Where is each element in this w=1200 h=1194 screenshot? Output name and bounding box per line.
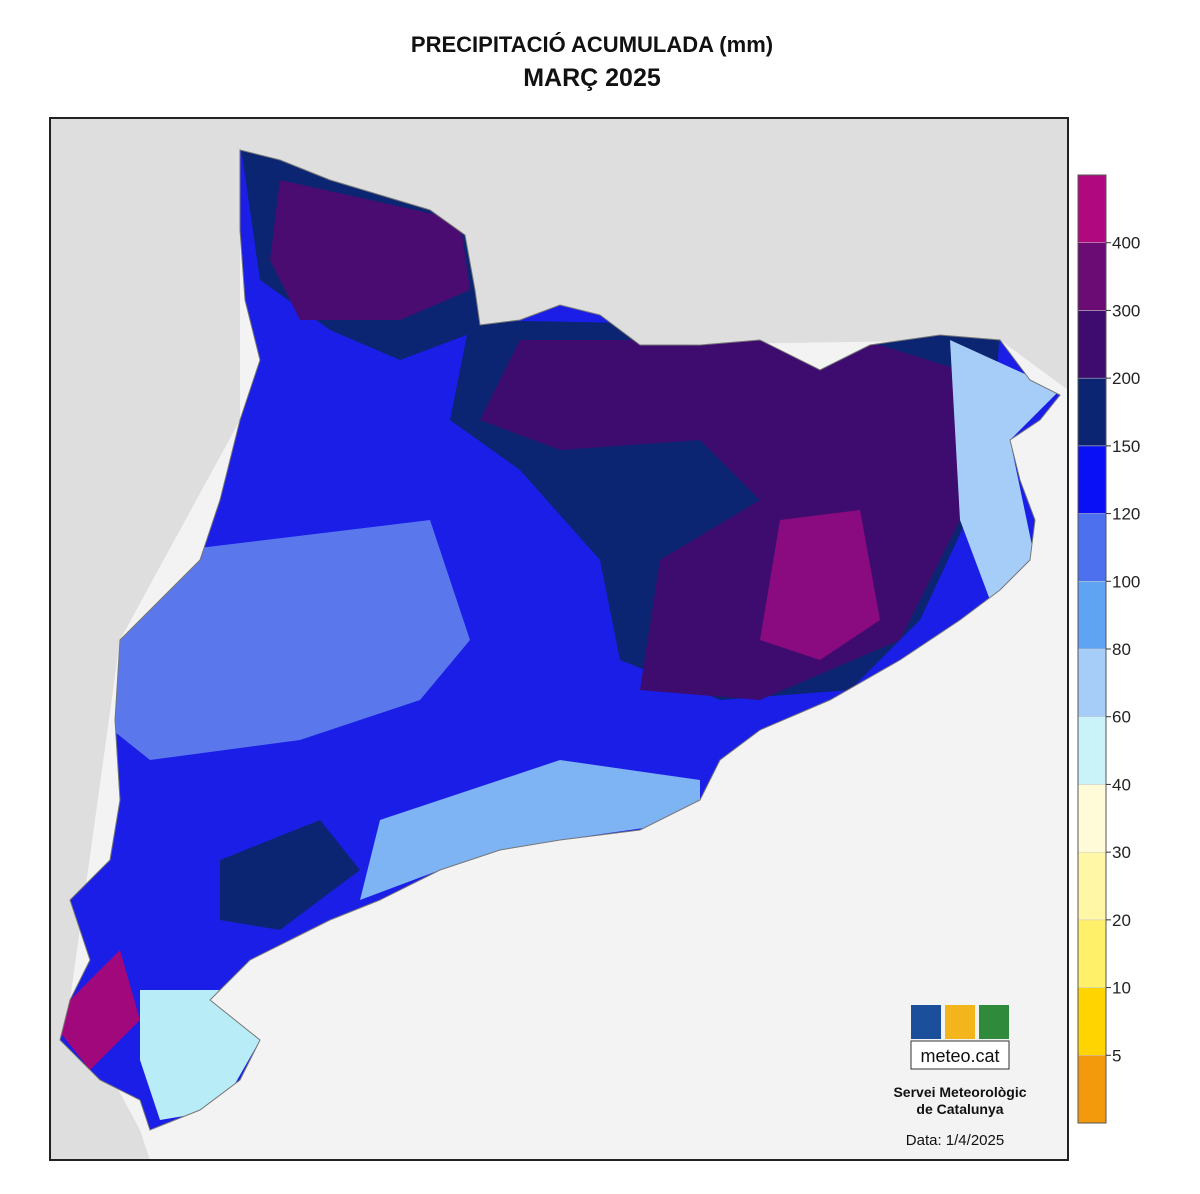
- legend-tick-label: 20: [1112, 911, 1131, 930]
- logo-box: [910, 1040, 1010, 1070]
- map-date: Data: 1/4/2025: [906, 1132, 1004, 1149]
- legend-tick-label: 150: [1112, 437, 1140, 456]
- legend-swatch: [1077, 581, 1107, 650]
- map-subtitle: MARÇ 2025: [523, 64, 661, 92]
- org-name: Servei Meteorològic: [893, 1084, 1026, 1100]
- map-title: PRECIPITACIÓ ACUMULADA (mm): [411, 32, 773, 57]
- zone-60-80: [950, 340, 1060, 600]
- legend-swatch: [1077, 1055, 1107, 1124]
- legend-tick-label: 5: [1112, 1046, 1121, 1065]
- legend-tick-label: 300: [1112, 301, 1140, 320]
- map-frame: [49, 117, 1069, 1161]
- legend-swatch: [1077, 242, 1107, 311]
- zone-150-200: [220, 820, 360, 930]
- legend-swatch: [1077, 716, 1107, 785]
- zone-80-100: [360, 760, 700, 900]
- zone-400-plus: [60, 950, 140, 1070]
- zone-200-300: [270, 180, 470, 320]
- logo-tile: [911, 1005, 941, 1039]
- legend-tick-label: 30: [1112, 843, 1131, 862]
- zone-100-120: [100, 520, 470, 760]
- legend-tick-label: 120: [1112, 505, 1140, 524]
- legend-swatch: [1077, 648, 1107, 717]
- logo-tile: [945, 1005, 975, 1039]
- logo-tile: [979, 1005, 1009, 1039]
- legend-swatch: [1077, 851, 1107, 921]
- legend-tick-label: 200: [1112, 369, 1140, 388]
- org-name: de Catalunya: [916, 1101, 1003, 1117]
- legend-swatch: [1077, 513, 1107, 582]
- legend-swatch: [1077, 377, 1107, 447]
- zone-300-400: [760, 510, 880, 660]
- legend-tick-label: 40: [1112, 775, 1131, 794]
- legend-swatch: [1077, 784, 1107, 853]
- legend-tick-label: 10: [1112, 979, 1131, 998]
- logo-name: meteo.cat: [920, 1046, 999, 1066]
- legend-tick-label: 400: [1112, 234, 1140, 253]
- legend-swatch: [1077, 987, 1107, 1056]
- legend-swatch: [1077, 445, 1107, 514]
- legend-swatch: [1077, 174, 1107, 243]
- legend-swatch: [1077, 310, 1107, 379]
- logo: meteo.cat Servei Meteorològic de Catalun…: [893, 1005, 1027, 1149]
- legend-swatch: [1077, 919, 1107, 988]
- color-legend: 5 10 20 30 40 60 80 100 120 150 200 300 400: [1077, 174, 1140, 1124]
- legend-tick-label: 100: [1112, 572, 1140, 591]
- legend-tick-label: 80: [1112, 640, 1131, 659]
- legend-tick-label: 60: [1112, 708, 1131, 727]
